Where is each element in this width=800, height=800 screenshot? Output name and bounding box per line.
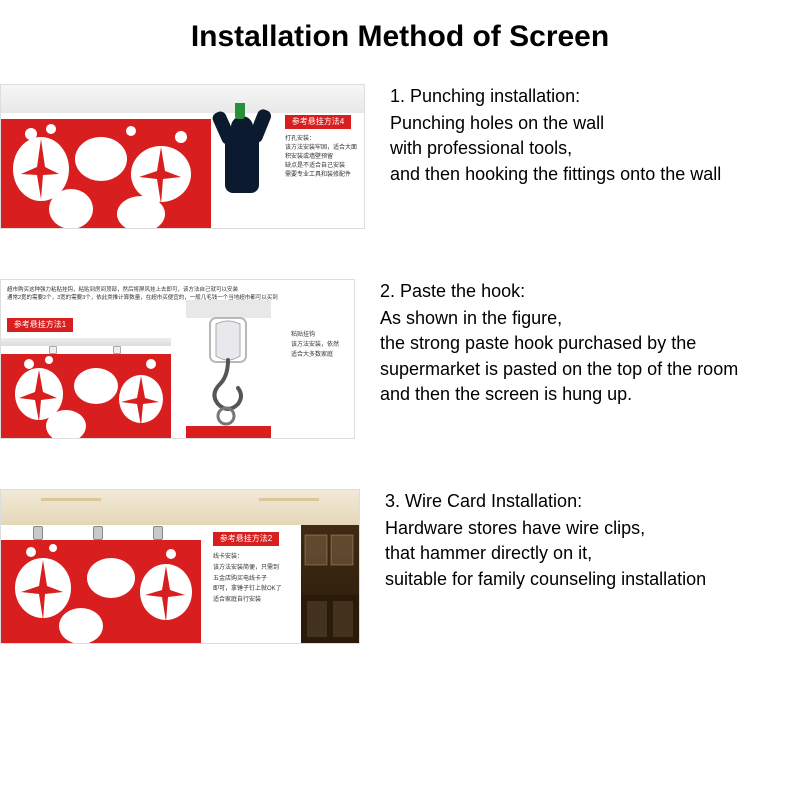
- method-2-cn-side: 粘贴挂钩该方法安装，依然适合大多数家庭: [291, 330, 349, 361]
- method-1-row: 参考悬挂方法4 打孔安装：该方法安装牢固，适合大面积安装或墙壁预留缺点是不适合自…: [0, 84, 800, 229]
- method-3-illustration: 参考悬挂方法2 线卡安装：该方法安装简便，只需到五金店购买电线卡子即可，拿锤子钉…: [0, 489, 360, 644]
- method-1-description: Punching holes on the wallwith professio…: [390, 111, 790, 187]
- method-3-cn-caption: 线卡安装：该方法安装简便，只需到五金店购买电线卡子即可，拿锤子钉上就OK了适合家…: [213, 552, 293, 606]
- method-1-illustration: 参考悬挂方法4 打孔安装：该方法安装牢固，适合大面积安装或墙壁预留缺点是不适合自…: [0, 84, 365, 229]
- method-2-description: As shown in the figure,the strong paste …: [380, 306, 790, 407]
- method-2-heading: 2. Paste the hook:: [380, 279, 790, 304]
- method-1-cn-caption: 打孔安装：该方法安装牢固，适合大面积安装或墙壁预留缺点是不适合自己安装需要专业工…: [285, 135, 360, 180]
- method-1-cn-banner: 参考悬挂方法4: [285, 115, 351, 129]
- method-1-text: 1. Punching installation: Punching holes…: [390, 84, 790, 187]
- method-3-description: Hardware stores have wire clips,that ham…: [385, 516, 790, 592]
- method-2-row: 超市购买这种强力粘贴挂钩，粘贴到房间顶部，然后将屏风挂上去即可，该方法自己就可以…: [0, 279, 800, 439]
- method-3-heading: 3. Wire Card Installation:: [385, 489, 790, 514]
- page-container: Installation Method of Screen: [0, 0, 800, 800]
- method-2-cn-banner: 参考悬挂方法1: [7, 318, 73, 332]
- method-2-illustration: 超市购买这种强力粘贴挂钩，粘贴到房间顶部，然后将屏风挂上去即可，该方法自己就可以…: [0, 279, 355, 439]
- method-3-row: 参考悬挂方法2 线卡安装：该方法安装简便，只需到五金店购买电线卡子即可，拿锤子钉…: [0, 489, 800, 644]
- method-2-text: 2. Paste the hook: As shown in the figur…: [380, 279, 790, 407]
- page-title: Installation Method of Screen: [0, 20, 800, 54]
- method-3-text: 3. Wire Card Installation: Hardware stor…: [385, 489, 790, 592]
- method-3-cn-banner: 参考悬挂方法2: [213, 532, 279, 546]
- method-1-heading: 1. Punching installation:: [390, 84, 790, 109]
